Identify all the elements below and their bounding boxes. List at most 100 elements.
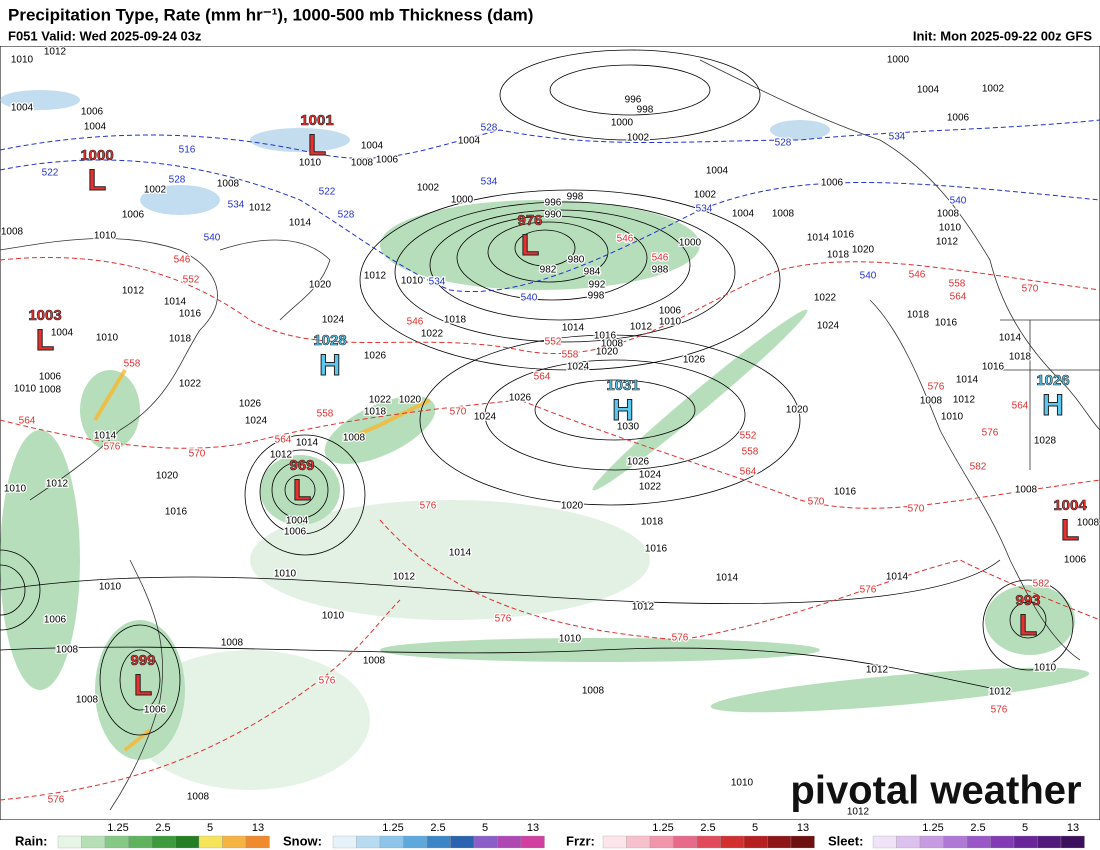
legend-swatch	[332, 835, 357, 849]
isobar-label: 1016	[165, 507, 188, 518]
legend-swatch	[104, 835, 129, 849]
center-letter: H	[1042, 389, 1064, 422]
legend-swatch	[379, 835, 404, 849]
isobar-label: 1004	[51, 328, 74, 339]
isobar-label: 1010	[96, 333, 119, 344]
isobar-label: 1012	[847, 807, 870, 818]
header-bg	[0, 0, 1100, 46]
thickness-label: 558	[317, 409, 334, 420]
isobar-label: 1010	[559, 634, 582, 645]
center-letter: L	[88, 164, 106, 197]
isobar-label: 1008	[39, 385, 62, 396]
isobar-label: 1012	[866, 665, 889, 676]
isobar-label: 1008	[1077, 518, 1100, 529]
isobar-label: 988	[652, 265, 669, 276]
isobar-label: 1012	[630, 322, 653, 333]
legend-tick: 13	[797, 822, 809, 834]
isobar-label: 1012	[989, 687, 1012, 698]
center-pressure: 993	[1015, 592, 1040, 609]
isobar-label: 1012	[364, 271, 387, 282]
legend-swatch	[990, 835, 1015, 849]
thickness-label: 564	[275, 435, 292, 446]
isobar-label: 1006	[44, 615, 67, 626]
thickness-label: 528	[775, 138, 792, 149]
thickness-label: 570	[908, 504, 925, 515]
thickness-label: 576	[495, 614, 512, 625]
isobar-label: 1024	[567, 362, 590, 373]
thickness-label: 564	[740, 467, 757, 478]
thickness-label: 528	[338, 210, 355, 221]
legend-swatch	[57, 835, 82, 849]
map-area	[0, 45, 1100, 821]
isobar-label: 1016	[645, 544, 668, 555]
isobar-label: 1006	[144, 705, 167, 716]
isobar-label: 982	[540, 265, 557, 276]
isobar-label: 1014	[289, 218, 312, 229]
legend-swatch	[497, 835, 522, 849]
legend-swatch	[896, 835, 921, 849]
thickness-label: 546	[652, 253, 669, 264]
isobar-label: 1028	[1034, 436, 1057, 447]
isobar-label: 1014	[562, 323, 585, 334]
isobar-label: 1000	[451, 195, 474, 206]
isobar-label: 1010	[731, 778, 754, 789]
thickness-label: 558	[562, 350, 579, 361]
thickness-label: 540	[521, 293, 538, 304]
isobar-label: 1006	[1064, 555, 1087, 566]
legend-swatch	[450, 835, 475, 849]
isobar-label: 1030	[617, 422, 640, 433]
isobar-label: 1004	[286, 516, 309, 527]
isobar-label: 1012	[122, 286, 145, 297]
thickness-label: 546	[909, 270, 926, 281]
thickness-label: 558	[949, 279, 966, 290]
legend: Rain: 1.25 2.5 5 13 Snow: 1.25 2.5 5 13 Frzr: 1.25 2…	[15, 822, 1085, 849]
isobar-label: 1012	[632, 602, 655, 613]
thickness-label: 576	[928, 382, 945, 393]
thickness-label: 534	[481, 177, 498, 188]
isobar-label: 1006	[284, 527, 307, 538]
isobar-label: 1012	[393, 572, 416, 583]
isobar-label: 1004	[917, 85, 940, 96]
thickness-label: 570	[808, 497, 825, 508]
thickness-label: 576	[982, 428, 999, 439]
isobar-label: 1026	[627, 457, 650, 468]
isobar-label: 1022	[639, 482, 662, 493]
isobar-label: 1014	[449, 548, 472, 559]
center-pressure: 1003	[28, 307, 61, 324]
thickness-label: 576	[48, 795, 65, 806]
isobar-label: 1020	[399, 395, 422, 406]
isobar-label: 1000	[887, 55, 910, 66]
isobars	[0, 49, 1074, 736]
isobar-label: 1016	[832, 230, 855, 241]
isobar-label: 1008	[56, 645, 79, 656]
isobar-label: 996	[545, 198, 562, 209]
thickness-label: 516	[179, 145, 196, 156]
legend-swatch	[175, 835, 200, 849]
center-pressure: 1031	[606, 377, 639, 394]
thickness-label: 570	[450, 407, 467, 418]
isobar-label: 1006	[81, 107, 104, 118]
isobar-label: 1018	[641, 517, 664, 528]
isobar-label: 1020	[596, 347, 619, 358]
legend-tick: 1.25	[922, 822, 943, 834]
isobar-label: 1008	[363, 656, 386, 667]
thickness-label: 522	[319, 187, 336, 198]
center-pressure: 1026	[1036, 372, 1069, 389]
isobar-label: 1010	[659, 317, 682, 328]
isobar-label: 1022	[179, 379, 202, 390]
legend-tick: 2.5	[430, 822, 445, 834]
legend-swatch	[649, 835, 674, 849]
legend-tick: 2.5	[970, 822, 985, 834]
legend-swatch	[356, 835, 381, 849]
isobar-label: 1024	[322, 315, 345, 326]
legend-tick: 5	[482, 822, 488, 834]
legend-swatch	[473, 835, 498, 849]
legend-swatch	[696, 835, 721, 849]
isobar-label: 992	[589, 280, 606, 291]
isobar-label: 1016	[179, 309, 202, 320]
isobar-label: 1012	[44, 47, 67, 58]
snow-shading	[0, 90, 830, 215]
isobar-label: 1002	[982, 84, 1005, 95]
